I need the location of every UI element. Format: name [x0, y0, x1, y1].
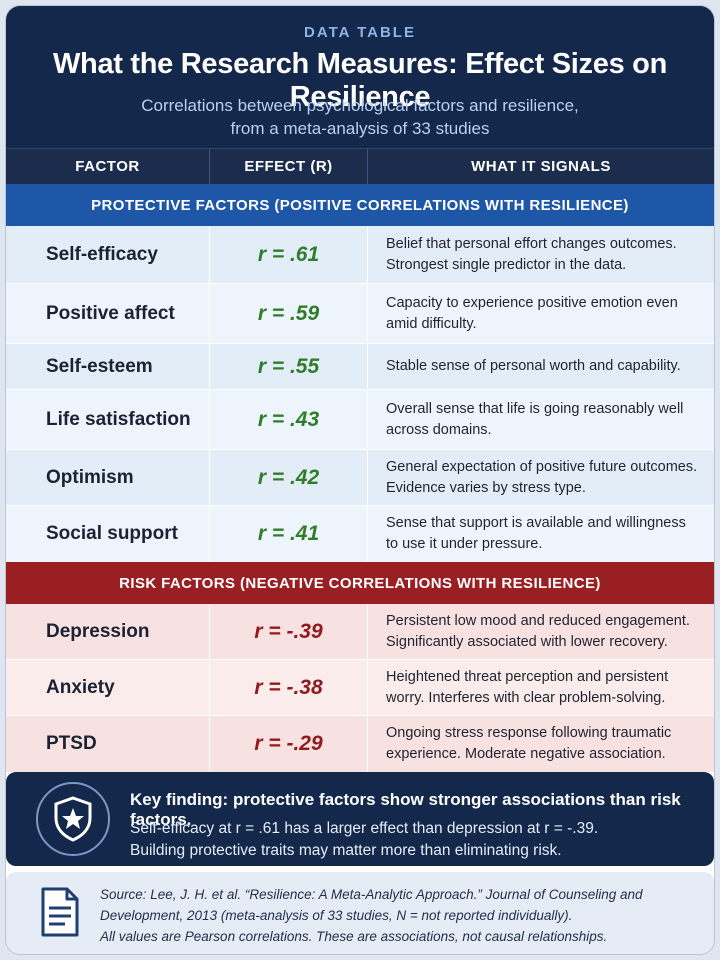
table-row: Self-esteem r = .55 Stable sense of pers… — [6, 344, 714, 390]
subtitle: Correlations between psychological facto… — [6, 94, 714, 140]
effect-value: r = .59 — [210, 284, 368, 343]
source-line-2: Development, 2013 (meta-analysis of 33 s… — [100, 908, 573, 923]
eyebrow-label: DATA TABLE — [304, 24, 416, 41]
shield-star-icon — [36, 782, 110, 856]
signal-description: Belief that personal effort changes outc… — [368, 226, 714, 283]
signal-description: Persistent low mood and reduced engageme… — [368, 604, 714, 659]
signal-line-2: worry. Interferes with clear problem-sol… — [386, 689, 666, 706]
signal-line-2: Strongest single predictor in the data. — [386, 256, 627, 273]
effect-value: r = .61 — [210, 226, 368, 283]
effect-value: r = -.29 — [210, 716, 368, 772]
factor-name: Social support — [6, 506, 210, 562]
table-row: Depression r = -.39 Persistent low mood … — [6, 604, 714, 660]
source-note: Source: Lee, J. H. et al. “Resilience: A… — [6, 872, 714, 954]
signal-description: Overall sense that life is going reasona… — [368, 390, 714, 449]
subtitle-line-1: Correlations between psychological facto… — [141, 96, 579, 115]
source-citation: Source: Lee, J. H. et al. “Resilience: A… — [100, 884, 690, 947]
factor-name: Anxiety — [6, 660, 210, 715]
signal-line-2: Significantly associated with lower reco… — [386, 633, 668, 650]
column-header-effect: EFFECT (R) — [210, 149, 368, 184]
signal-line-1: Sense that support is available and will… — [386, 515, 686, 531]
signal-line-1: Overall sense that life is going reasona… — [386, 400, 684, 417]
header: DATA TABLE What the Research Measures: E… — [6, 6, 714, 148]
factor-name: Depression — [6, 604, 210, 659]
table-header: FACTOR EFFECT (R) WHAT IT SIGNALS — [6, 148, 714, 184]
signal-line-2: amid difficulty. — [386, 315, 477, 332]
signal-line-2: to use it under pressure. — [386, 536, 543, 552]
effect-value: r = .43 — [210, 390, 368, 449]
signal-line-1: Belief that personal effort changes outc… — [386, 235, 677, 252]
key-finding-box: Key finding: protective factors show str… — [6, 772, 714, 866]
signal-line-1: Capacity to experience positive emotion … — [386, 294, 678, 311]
table-row: PTSD r = -.29 Ongoing stress response fo… — [6, 716, 714, 772]
page-title: What the Research Measures: Effect Sizes… — [52, 48, 667, 113]
table-row: Positive affect r = .59 Capacity to expe… — [6, 284, 714, 344]
signal-line-1: Heightened threat perception and persist… — [386, 668, 669, 685]
factor-name: Self-efficacy — [6, 226, 210, 283]
signal-description: Heightened threat perception and persist… — [368, 660, 714, 715]
section-protective-factors: PROTECTIVE FACTORS (POSITIVE CORRELATION… — [6, 184, 714, 226]
effect-value: r = .42 — [210, 450, 368, 505]
signal-description: Sense that support is available and will… — [368, 506, 714, 562]
signal-description: General expectation of positive future o… — [368, 450, 714, 505]
signal-description: Stable sense of personal worth and capab… — [368, 344, 714, 389]
factor-name: Life satisfaction — [6, 390, 210, 449]
factor-name: PTSD — [6, 716, 210, 772]
signal-line-1: Ongoing stress response following trauma… — [386, 725, 672, 741]
key-finding-line-2: Building protective traits may matter mo… — [130, 842, 562, 859]
signal-line-1: Persistent low mood and reduced engageme… — [386, 612, 690, 629]
signal-description: Ongoing stress response following trauma… — [368, 716, 714, 772]
subtitle-line-2: from a meta-analysis of 33 studies — [230, 119, 490, 138]
source-line-3: All values are Pearson correlations. The… — [100, 929, 608, 944]
section-risk-factors: RISK FACTORS (NEGATIVE CORRELATIONS WITH… — [6, 562, 714, 604]
key-finding-headline: Key finding: protective factors show str… — [130, 790, 681, 829]
factor-name: Self-esteem — [6, 344, 210, 389]
column-header-factor: FACTOR — [6, 149, 210, 184]
table-row: Anxiety r = -.38 Heightened threat perce… — [6, 660, 714, 716]
signal-line-2: Evidence varies by stress type. — [386, 479, 586, 496]
signal-line-1: General expectation of positive future o… — [386, 458, 698, 475]
table-row: Self-efficacy r = .61 Belief that person… — [6, 226, 714, 284]
document-icon — [40, 886, 80, 938]
source-line-1: Source: Lee, J. H. et al. “Resilience: A… — [100, 887, 643, 902]
signal-line-2: across domains. — [386, 421, 492, 438]
column-header-signal: WHAT IT SIGNALS — [471, 158, 611, 175]
factor-name: Positive affect — [6, 284, 210, 343]
signal-line-2: experience. Moderate negative associatio… — [386, 746, 666, 762]
effect-value: r = .41 — [210, 506, 368, 562]
table-row: Optimism r = .42 General expectation of … — [6, 450, 714, 506]
effect-value: r = -.39 — [210, 604, 368, 659]
table-row: Life satisfaction r = .43 Overall sense … — [6, 390, 714, 450]
factor-name: Optimism — [6, 450, 210, 505]
infographic-card: DATA TABLE What the Research Measures: E… — [6, 6, 714, 954]
signal-description: Capacity to experience positive emotion … — [368, 284, 714, 343]
effect-value: r = -.38 — [210, 660, 368, 715]
signal-line-1: Stable sense of personal worth and capab… — [386, 358, 681, 374]
effect-value: r = .55 — [210, 344, 368, 389]
key-finding-line-1: Self-efficacy at r = .61 has a larger ef… — [130, 820, 599, 837]
table-row: Social support r = .41 Sense that suppor… — [6, 506, 714, 562]
